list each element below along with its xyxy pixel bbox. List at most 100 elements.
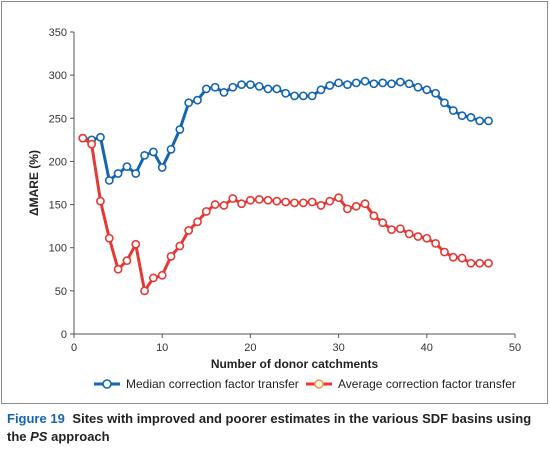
data-point: [237, 199, 246, 209]
data-point: [281, 197, 291, 207]
data-point: [484, 116, 493, 126]
data-point: [140, 286, 149, 296]
data-point: [148, 147, 158, 157]
data-point: [157, 270, 167, 280]
axes: [73, 32, 515, 335]
data-point: [475, 116, 485, 126]
data-point: [175, 241, 185, 251]
data-point: [360, 199, 370, 209]
data-point: [272, 196, 282, 206]
data-point: [254, 81, 264, 91]
series-0: [78, 76, 493, 185]
data-point: [104, 176, 114, 185]
data-point: [175, 125, 185, 134]
data-point: [316, 201, 326, 210]
data-point: [378, 218, 388, 228]
data-point: [245, 195, 255, 205]
legend-item-average: Average correction factor transfer: [306, 377, 516, 391]
data-point: [395, 224, 405, 234]
data-point: [343, 80, 352, 90]
data-point: [475, 258, 485, 268]
data-point: [122, 256, 132, 266]
x-tick-label: 0: [71, 342, 77, 354]
y-tick-label: 50: [55, 286, 67, 298]
data-point: [290, 198, 299, 208]
data-point: [448, 106, 458, 115]
data-point: [148, 273, 158, 283]
y-tick-label: 100: [49, 243, 67, 255]
data-point: [104, 233, 114, 243]
legend-marker-average: [314, 379, 324, 389]
data-point: [201, 84, 211, 94]
legend-label-median: Median correction factor transfer: [126, 377, 299, 391]
data-point: [184, 226, 194, 235]
series-1: [78, 133, 493, 296]
data-point: [466, 258, 476, 268]
data-point: [87, 139, 97, 149]
data-point: [140, 150, 149, 160]
data-point: [219, 88, 229, 97]
data-point: [78, 133, 88, 143]
line-chart: 0 50 100 150 200 250 300 350 0 10 20 30 40 50 ΔMARE …: [27, 27, 521, 391]
data-point: [413, 82, 423, 92]
y-tick-label: 200: [49, 156, 67, 168]
data-point: [272, 84, 282, 94]
data-point: [210, 82, 220, 92]
data-point: [237, 80, 246, 90]
data-point: [440, 98, 449, 108]
data-point: [440, 247, 449, 257]
data-point: [316, 85, 326, 95]
x-tick-label: 50: [509, 342, 521, 354]
data-point: [404, 229, 414, 239]
data-point: [457, 253, 467, 263]
series-line: [81, 136, 489, 293]
x-tick-label: 20: [244, 342, 256, 354]
data-point: [431, 238, 441, 248]
chart-frame: 0 50 100 150 200 250 300 350 0 10 20 30 40 50 ΔMARE …: [1, 1, 548, 404]
y-tick-label: 0: [61, 329, 67, 341]
data-point: [351, 78, 361, 88]
data-point: [298, 198, 308, 208]
x-tick-label: 40: [421, 342, 433, 354]
data-point: [166, 144, 176, 154]
data-point: [431, 88, 441, 98]
data-point: [484, 258, 493, 268]
data-point: [193, 95, 202, 105]
data-point: [298, 91, 308, 101]
data-point: [325, 196, 335, 206]
y-tick-label: 300: [49, 70, 67, 82]
data-point: [466, 113, 476, 122]
data-point: [96, 196, 105, 206]
y-ticks: 0 50 100 150 200 250 300 350: [49, 27, 74, 341]
data-point: [219, 201, 229, 210]
data-point: [281, 88, 291, 98]
data-point: [369, 211, 379, 221]
legend-item-median: Median correction factor transfer: [94, 377, 299, 391]
data-point: [263, 195, 273, 205]
data-point: [422, 233, 432, 243]
data-point: [131, 239, 141, 249]
x-tick-label: 30: [332, 342, 344, 354]
data-point: [245, 80, 255, 90]
data-point: [166, 251, 176, 261]
data-point: [387, 79, 396, 89]
caption-text: Sites with improved and poorer estimates…: [7, 411, 532, 444]
data-point: [96, 132, 105, 142]
caption-text-end: approach: [51, 429, 110, 444]
data-point: [113, 169, 123, 178]
data-point: [448, 252, 458, 262]
y-axis-label: ΔMARE (%): [27, 150, 41, 216]
data-point: [113, 264, 123, 274]
data-point: [307, 91, 317, 101]
data-point: [290, 91, 299, 101]
caption-italic: PS: [30, 429, 48, 444]
y-tick-label: 150: [49, 200, 67, 212]
data-point: [404, 79, 414, 89]
x-tick-label: 10: [156, 342, 168, 354]
x-axis-label: Number of donor catchments: [211, 357, 379, 371]
data-point: [201, 207, 211, 216]
data-point: [351, 201, 361, 211]
data-point: [184, 98, 194, 108]
data-point: [360, 76, 370, 86]
data-point: [210, 200, 220, 209]
